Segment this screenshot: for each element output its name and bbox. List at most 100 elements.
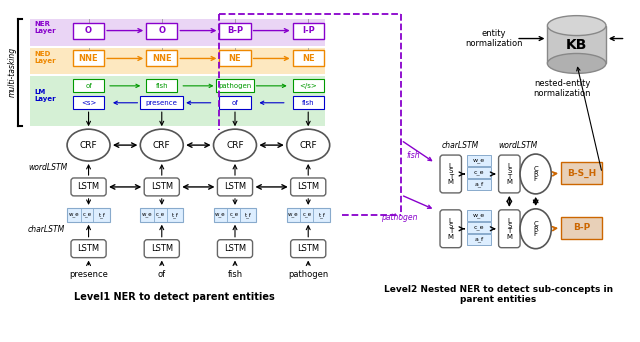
Text: presence: presence xyxy=(146,100,178,106)
Text: LSTM: LSTM xyxy=(77,182,100,192)
Text: of: of xyxy=(232,100,238,106)
FancyBboxPatch shape xyxy=(499,155,520,193)
FancyBboxPatch shape xyxy=(146,23,177,39)
Text: c_e: c_e xyxy=(474,225,484,230)
FancyBboxPatch shape xyxy=(292,51,324,66)
FancyBboxPatch shape xyxy=(146,51,177,66)
Text: entity
normalization: entity normalization xyxy=(465,29,522,48)
FancyBboxPatch shape xyxy=(216,79,253,92)
Text: LSTM: LSTM xyxy=(224,182,246,192)
Text: c_e: c_e xyxy=(156,212,165,217)
FancyBboxPatch shape xyxy=(144,240,179,258)
Text: LSTM: LSTM xyxy=(224,244,246,253)
FancyBboxPatch shape xyxy=(30,48,325,75)
Text: I-P: I-P xyxy=(302,26,315,35)
Text: LSTM: LSTM xyxy=(150,244,173,253)
FancyBboxPatch shape xyxy=(467,222,491,233)
Text: charLSTM: charLSTM xyxy=(28,225,65,234)
Text: fish: fish xyxy=(302,100,314,106)
FancyBboxPatch shape xyxy=(71,240,106,258)
FancyBboxPatch shape xyxy=(140,208,183,222)
Text: L
S
T
M: L S T M xyxy=(506,218,512,240)
Ellipse shape xyxy=(547,16,606,36)
FancyBboxPatch shape xyxy=(214,208,257,222)
Text: w_e: w_e xyxy=(215,212,226,217)
Text: t_f: t_f xyxy=(245,212,252,218)
FancyBboxPatch shape xyxy=(440,210,461,248)
Text: LSTM: LSTM xyxy=(297,244,319,253)
Ellipse shape xyxy=(520,209,551,249)
Text: L
S
T
M: L S T M xyxy=(448,218,454,240)
Text: of: of xyxy=(85,83,92,89)
Text: w_e: w_e xyxy=(473,158,485,163)
Ellipse shape xyxy=(67,129,110,161)
Text: pathogen: pathogen xyxy=(288,270,328,279)
Ellipse shape xyxy=(287,129,330,161)
FancyBboxPatch shape xyxy=(73,51,104,66)
FancyBboxPatch shape xyxy=(30,18,325,45)
FancyBboxPatch shape xyxy=(73,79,104,92)
Text: NE: NE xyxy=(228,54,241,63)
FancyBboxPatch shape xyxy=(73,23,104,39)
Text: w_e: w_e xyxy=(288,212,299,217)
Text: <s>: <s> xyxy=(81,100,96,106)
Text: O: O xyxy=(85,26,92,35)
Text: of: of xyxy=(157,270,166,279)
Text: pathogen: pathogen xyxy=(218,83,252,89)
FancyBboxPatch shape xyxy=(220,23,251,39)
Text: CRF: CRF xyxy=(153,141,171,149)
Text: B-S_H: B-S_H xyxy=(567,168,596,177)
FancyBboxPatch shape xyxy=(144,178,179,196)
Text: NER
Layer: NER Layer xyxy=(35,21,56,34)
FancyBboxPatch shape xyxy=(467,234,491,245)
Text: c_e: c_e xyxy=(83,212,92,217)
Text: Level1 NER to detect parent entities: Level1 NER to detect parent entities xyxy=(74,292,275,302)
Text: w_e: w_e xyxy=(142,212,152,217)
Text: C
R
F: C R F xyxy=(533,221,538,237)
Text: t_f: t_f xyxy=(99,212,106,218)
Text: fish: fish xyxy=(227,270,243,279)
Text: CRF: CRF xyxy=(226,141,244,149)
Text: presence: presence xyxy=(69,270,108,279)
Text: a_f: a_f xyxy=(474,236,484,242)
Text: LSTM: LSTM xyxy=(77,244,100,253)
FancyBboxPatch shape xyxy=(30,76,325,126)
Text: O: O xyxy=(158,26,165,35)
FancyBboxPatch shape xyxy=(67,208,110,222)
FancyBboxPatch shape xyxy=(561,162,602,184)
Text: LM
Layer: LM Layer xyxy=(35,89,56,102)
Text: fish: fish xyxy=(156,83,168,89)
FancyBboxPatch shape xyxy=(292,96,324,109)
FancyBboxPatch shape xyxy=(220,51,251,66)
Text: c_e: c_e xyxy=(230,212,239,217)
Text: NNE: NNE xyxy=(152,54,172,63)
Text: KB: KB xyxy=(566,38,588,52)
Text: c_e: c_e xyxy=(474,170,484,175)
FancyBboxPatch shape xyxy=(146,79,177,92)
FancyBboxPatch shape xyxy=(467,167,491,178)
Text: t_f: t_f xyxy=(172,212,179,218)
FancyBboxPatch shape xyxy=(467,210,491,221)
Text: CRF: CRF xyxy=(80,141,97,149)
Text: C
R
F: C R F xyxy=(533,166,538,182)
FancyBboxPatch shape xyxy=(73,96,104,109)
Text: pathogen: pathogen xyxy=(381,213,417,222)
Text: w_e: w_e xyxy=(473,213,485,218)
Text: c_e: c_e xyxy=(303,212,312,217)
Text: Level2 Nested NER to detect sub-concepts in
parent entities: Level2 Nested NER to detect sub-concepts… xyxy=(384,285,613,304)
FancyBboxPatch shape xyxy=(467,155,491,166)
Text: B-P: B-P xyxy=(227,26,243,35)
Text: wordLSTM: wordLSTM xyxy=(499,141,538,150)
FancyBboxPatch shape xyxy=(547,26,606,63)
FancyBboxPatch shape xyxy=(467,179,491,190)
Text: LSTM: LSTM xyxy=(150,182,173,192)
FancyBboxPatch shape xyxy=(218,178,253,196)
Ellipse shape xyxy=(140,129,183,161)
Text: fish: fish xyxy=(407,150,420,160)
FancyBboxPatch shape xyxy=(292,79,324,92)
FancyBboxPatch shape xyxy=(291,240,326,258)
Text: B-P: B-P xyxy=(573,223,590,232)
Text: a_f: a_f xyxy=(474,182,484,187)
FancyBboxPatch shape xyxy=(287,208,330,222)
Ellipse shape xyxy=(520,154,551,194)
